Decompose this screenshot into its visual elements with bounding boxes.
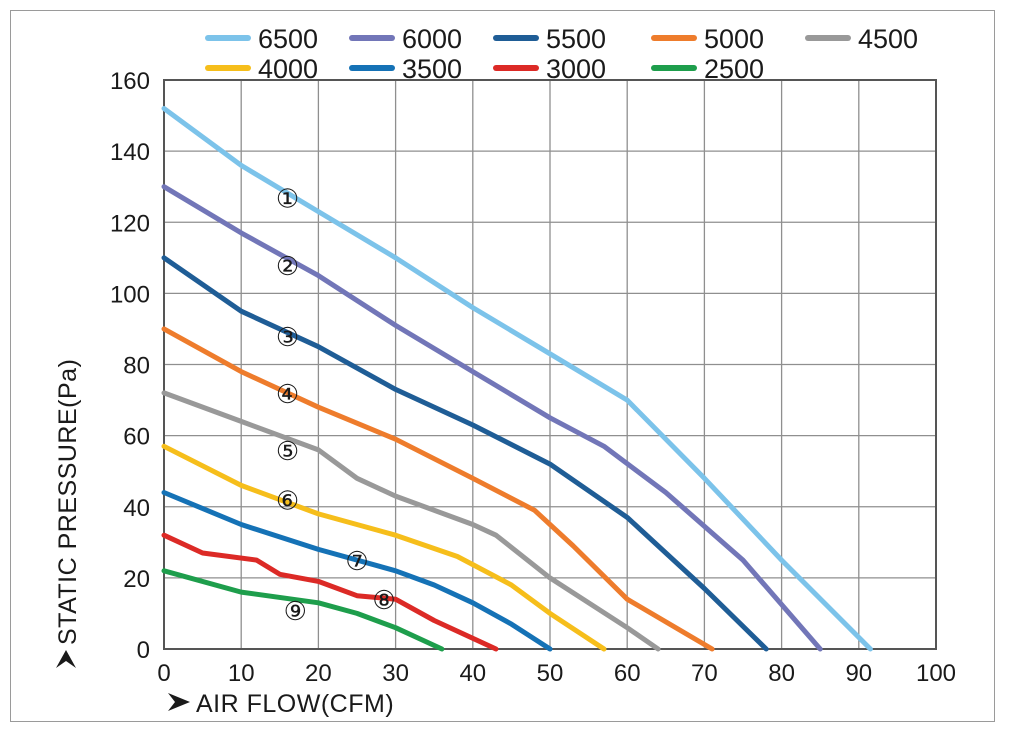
curve-id-label-3: ③	[276, 322, 299, 352]
chart-series	[161, 106, 873, 652]
legend-label-4000: 4000	[258, 54, 318, 84]
chart-legend: 6500 6000 5500 5000 4500 4000 3500 3000 2500	[205, 24, 918, 84]
curve-labels: ① ② ③ ④ ⑤ ⑥ ⑦⑧ ⑨	[276, 183, 396, 626]
x-tick-label: 100	[916, 660, 956, 687]
legend-label-3500: 3500	[402, 54, 462, 84]
series-line-3500	[161, 490, 553, 652]
x-tick-label: 70	[691, 660, 718, 687]
legend-label-4500: 4500	[858, 24, 918, 54]
y-tick-label: 100	[110, 281, 150, 308]
curve-id-label-9: ⑨	[284, 596, 307, 626]
legend-label-6500: 6500	[258, 24, 318, 54]
x-tick-label: 80	[768, 660, 795, 687]
curve-id-label-7: ⑦	[345, 546, 368, 576]
curve-id-label-2: ②	[276, 251, 299, 281]
x-axis-label: AIR FLOW(CFM)	[196, 690, 394, 718]
series-line-2500	[161, 568, 445, 652]
y-tick-label: 60	[123, 424, 150, 451]
axis-ticks: 0 10 20 30 40 50 60 70 80 90 100 0 20 40 60 80 100 120 140…	[110, 68, 956, 687]
y-tick-label: 140	[110, 139, 150, 166]
x-tick-label: 0	[157, 660, 170, 687]
legend-label-3000: 3000	[546, 54, 606, 84]
y-tick-label: 160	[110, 68, 150, 95]
chart-frame	[10, 10, 995, 722]
series-line-6000	[161, 184, 823, 652]
curve-id-label-6: ⑥	[276, 486, 299, 516]
legend-label-5500: 5500	[546, 24, 606, 54]
x-tick-label: 60	[614, 660, 641, 687]
y-axis-label: STATIC PRESSURE(Pa)	[54, 359, 82, 645]
x-tick-label: 20	[305, 660, 332, 687]
y-tick-label: 40	[123, 495, 150, 522]
y-tick-label: 80	[123, 353, 150, 380]
chart-grid	[163, 79, 937, 650]
y-tick-label: 0	[137, 637, 150, 664]
series-line-5000	[161, 326, 715, 652]
y-axis-arrow-icon	[56, 650, 76, 668]
x-tick-label: 30	[382, 660, 409, 687]
legend-label-5000: 5000	[704, 24, 764, 54]
x-axis-arrow-icon	[168, 693, 190, 711]
curve-id-label-8: ⑧	[372, 585, 395, 615]
x-tick-label: 40	[459, 660, 486, 687]
series-line-4500	[161, 390, 661, 652]
series-line-4000	[161, 443, 607, 652]
legend-label-6000: 6000	[402, 24, 462, 54]
series-line-3000	[161, 532, 499, 652]
curve-id-label-1: ①	[276, 183, 299, 213]
x-tick-label: 10	[228, 660, 255, 687]
series-line-5500	[161, 255, 769, 652]
y-tick-label: 120	[110, 210, 150, 237]
x-tick-label: 90	[845, 660, 872, 687]
x-tick-label: 50	[537, 660, 564, 687]
curve-id-label-5: ⑤	[276, 436, 299, 466]
legend-label-2500: 2500	[704, 54, 764, 84]
y-tick-label: 20	[123, 566, 150, 593]
series-line-6500	[161, 106, 873, 652]
curve-id-label-4: ④	[276, 379, 299, 409]
